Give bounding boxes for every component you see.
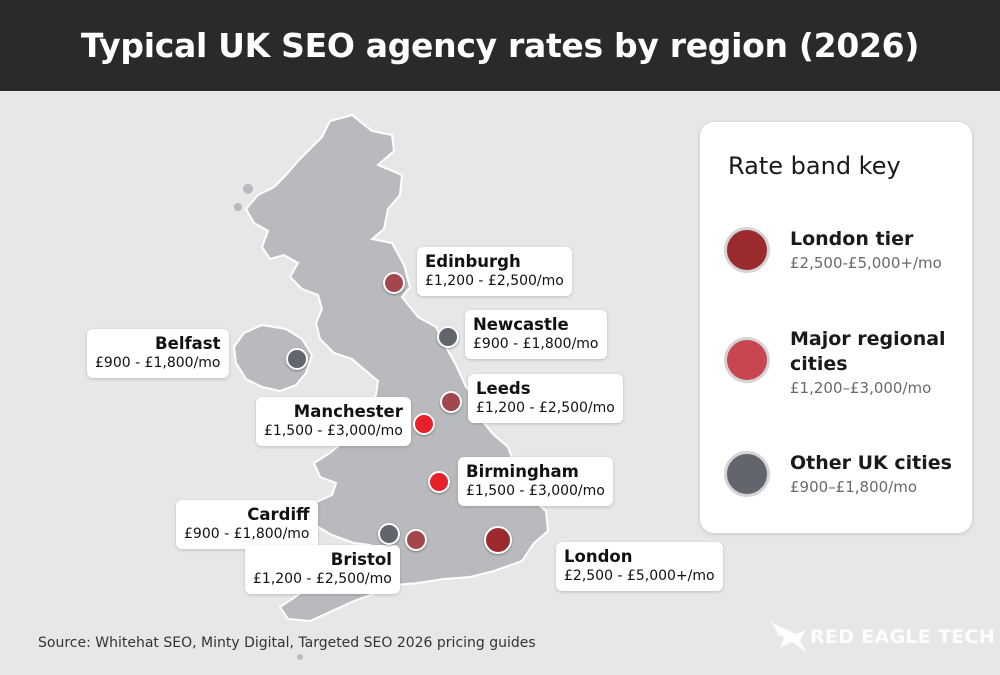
page-title: Typical UK SEO agency rates by region (2… [80,26,920,65]
legend-text: Major regional cities £1,200–£3,000/mo [790,327,970,399]
city-rate: £1,200 - £2,500/mo [253,571,392,587]
legend-range: £2,500-£5,000+/mo [790,254,942,272]
city-label-cardiff: Cardiff £900 - £1,800/mo [176,500,318,549]
city-rate: £1,500 - £3,000/mo [466,483,605,499]
island-shape [297,654,303,660]
legend-text: London tier £2,500-£5,000+/mo [790,227,970,274]
city-name: Bristol [330,550,392,569]
legend-name: London tier [790,228,914,250]
city-label-newcastle: Newcastle £900 - £1,800/mo [465,310,607,359]
island-shape [243,184,253,194]
legend-swatch-london [724,227,770,273]
city-name: Manchester [293,402,403,421]
city-name: Leeds [476,379,531,398]
source-note: Source: Whitehat SEO, Minty Digital, Tar… [38,635,536,651]
city-marker-bristol[interactable] [405,529,427,551]
city-marker-manchester[interactable] [413,413,435,435]
legend-name: Other UK cities [790,452,952,474]
legend-range: £1,200–£3,000/mo [790,379,932,397]
northern-ireland-landmass [232,323,314,393]
eagle-logo-icon [770,622,806,652]
city-label-belfast: Belfast £900 - £1,800/mo [87,329,229,378]
city-marker-leeds[interactable] [440,391,462,413]
city-label-leeds: Leeds £1,200 - £2,500/mo [468,374,623,423]
city-name: Newcastle [473,315,569,334]
legend-name: Major regional cities [790,328,946,375]
city-label-bristol: Bristol £1,200 - £2,500/mo [245,545,400,594]
city-marker-edinburgh[interactable] [383,272,405,294]
city-rate: £900 - £1,800/mo [473,336,599,352]
city-rate: £1,200 - £2,500/mo [425,273,564,289]
legend-text: Other UK cities £900–£1,800/mo [790,451,970,498]
watermark: RED EAGLE TECH [766,612,996,662]
island-shape [234,203,242,211]
city-marker-cardiff[interactable] [378,523,400,545]
watermark-text: RED EAGLE TECH [810,626,995,648]
city-label-manchester: Manchester £1,500 - £3,000/mo [256,397,411,446]
uk-map: Edinburgh £1,200 - £2,500/mo Newcastle £… [0,91,723,671]
city-name: Edinburgh [425,252,521,271]
city-name: Birmingham [466,462,579,481]
city-name: Cardiff [247,505,310,524]
city-marker-belfast[interactable] [286,348,308,370]
legend-swatch-other [724,451,770,497]
city-marker-newcastle[interactable] [437,326,459,348]
city-label-birmingham: Birmingham £1,500 - £3,000/mo [458,457,613,506]
city-rate: £2,500 - £5,000+/mo [564,568,715,584]
city-rate: £1,500 - £3,000/mo [264,423,403,439]
city-name: Belfast [155,334,221,353]
city-marker-london[interactable] [484,526,512,554]
city-label-london: London £2,500 - £5,000+/mo [556,542,723,591]
city-label-edinburgh: Edinburgh £1,200 - £2,500/mo [417,247,572,296]
city-marker-birmingham[interactable] [428,471,450,493]
city-rate: £1,200 - £2,500/mo [476,400,615,416]
city-name: London [564,547,633,566]
legend-range: £900–£1,800/mo [790,478,918,496]
city-rate: £900 - £1,800/mo [95,355,221,371]
rate-band-legend: Rate band key London tier £2,500-£5,000+… [700,122,972,533]
city-rate: £900 - £1,800/mo [184,526,310,542]
legend-title: Rate band key [728,152,901,180]
legend-swatch-major [724,337,770,383]
title-bar: Typical UK SEO agency rates by region (2… [0,0,1000,91]
